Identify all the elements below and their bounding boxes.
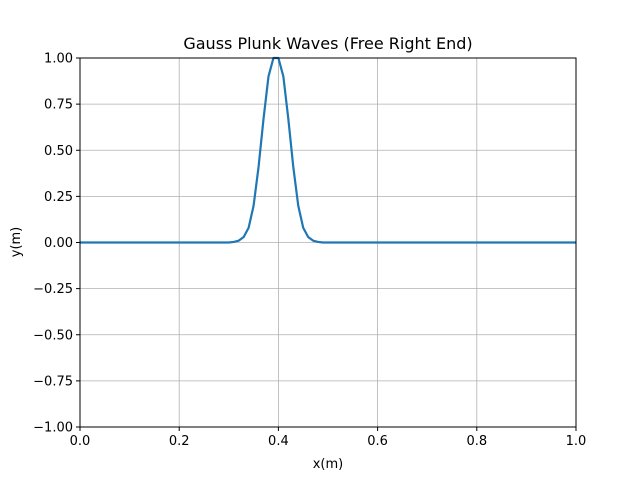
- chart-title: Gauss Plunk Waves (Free Right End): [183, 34, 472, 53]
- y-tick-label: 1.00: [44, 52, 73, 67]
- x-tick-label: 1.0: [566, 434, 587, 449]
- y-tick-label: 0.75: [44, 98, 73, 113]
- y-tick-label: −0.75: [33, 374, 73, 389]
- x-axis-label: x(m): [313, 457, 344, 472]
- x-tick-label: 0.8: [466, 434, 487, 449]
- y-tick-label: 0.25: [44, 190, 73, 205]
- ticks: 0.0 0.2 0.4 0.6 0.8 1.0 −1.00 −0.75 −0.50 −0.25 0.…: [33, 52, 586, 450]
- y-tick-label: −0.25: [33, 282, 73, 297]
- series-lines: [80, 56, 576, 244]
- y-tick-label: 0.50: [44, 144, 73, 159]
- plot-frame: [79, 57, 577, 428]
- x-tick-label: 0.6: [367, 434, 388, 449]
- y-tick-label: 0.00: [44, 236, 73, 251]
- x-tick-label: 0.0: [70, 434, 91, 449]
- y-axis-label: y(m): [9, 227, 24, 258]
- x-tick-label: 0.4: [268, 434, 289, 449]
- y-tick-label: −0.50: [33, 328, 73, 343]
- x-tick-label: 0.2: [169, 434, 190, 449]
- series-line: [80, 56, 576, 244]
- y-tick-label: −1.00: [33, 421, 73, 436]
